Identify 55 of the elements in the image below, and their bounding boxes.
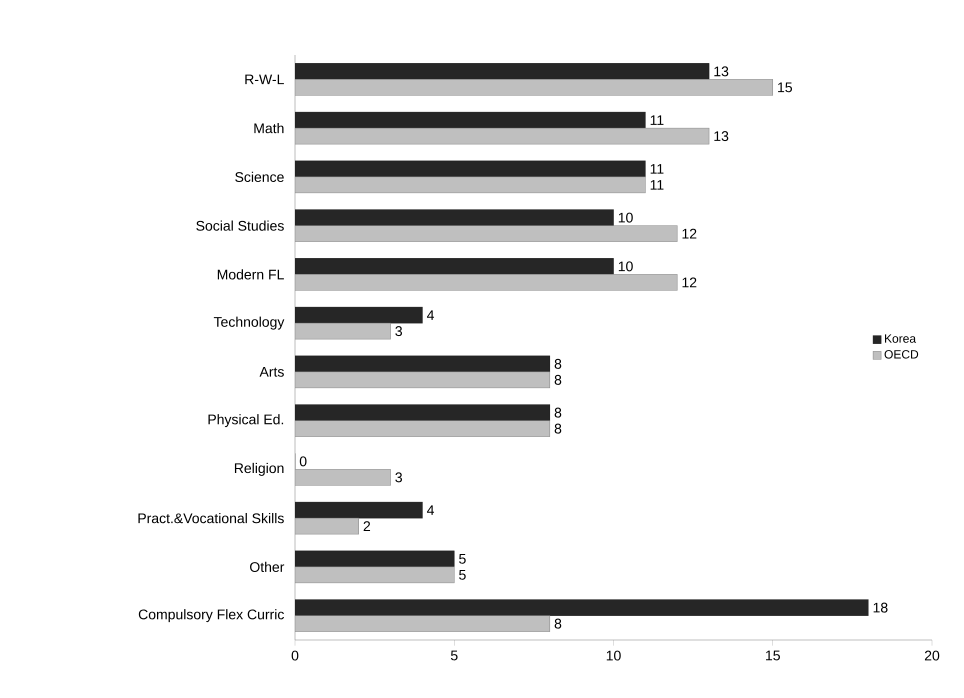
- data-label: 10: [618, 212, 633, 223]
- x-tick-label: 5: [450, 650, 458, 660]
- y-tick-label: Arts: [260, 366, 284, 377]
- y-tick-label: Religion: [234, 462, 284, 476]
- bar: [295, 176, 646, 194]
- data-label: 12: [682, 277, 696, 288]
- data-label: 10: [618, 261, 633, 272]
- legend-label: Korea: [885, 334, 916, 343]
- data-label: 0: [300, 456, 307, 466]
- y-tick-label: Modern FL: [218, 269, 284, 280]
- data-label: 4: [426, 310, 434, 320]
- bar: [295, 615, 550, 632]
- bar: [295, 372, 550, 388]
- y-tick-label: Math: [254, 122, 284, 134]
- x-tick-label: 20: [924, 650, 940, 661]
- x-tick-label: 10: [606, 650, 621, 661]
- y-tick-label: Compulsory Flex Curric: [138, 609, 284, 622]
- x-tick-label: 0: [292, 650, 298, 661]
- data-label: 11: [650, 164, 664, 174]
- data-label: 13: [714, 131, 728, 142]
- bar: [295, 274, 678, 291]
- data-label: 4: [426, 505, 434, 515]
- data-label: 3: [395, 472, 402, 482]
- bar: [295, 128, 710, 144]
- data-label: 5: [459, 570, 466, 580]
- y-tick-label: Science: [235, 172, 284, 182]
- bar: [295, 420, 550, 437]
- y-tick-label: Physical Ed.: [208, 414, 284, 428]
- x-tick-label: 15: [766, 650, 780, 660]
- data-label: 18: [874, 602, 888, 613]
- data-label: 8: [554, 424, 562, 434]
- legend-label: OECD: [884, 350, 918, 359]
- data-label: 8: [554, 358, 562, 369]
- data-label: 3: [395, 326, 402, 336]
- data-label: 11: [650, 180, 664, 190]
- bar: [295, 79, 774, 96]
- data-label: 13: [714, 66, 728, 76]
- bar: [295, 322, 391, 340]
- bar: [295, 566, 455, 584]
- y-tick-label: Pract.&Vocational Skills: [138, 512, 284, 524]
- bar: [295, 469, 391, 486]
- data-label: 8: [554, 374, 562, 385]
- y-tick-label: Social Studies: [196, 220, 284, 231]
- data-label: 12: [682, 228, 696, 239]
- y-tick-label: Technology: [214, 316, 284, 330]
- data-label: 11: [650, 115, 664, 125]
- bar: [295, 518, 359, 534]
- y-tick-label: Other: [250, 562, 284, 572]
- data-label: 15: [778, 82, 792, 92]
- y-tick-label: R-W-L: [245, 74, 284, 84]
- data-label: 2: [364, 521, 370, 532]
- data-label: 5: [459, 554, 466, 564]
- bar: [295, 225, 678, 242]
- data-label: 8: [554, 408, 562, 418]
- data-label: 8: [554, 618, 562, 629]
